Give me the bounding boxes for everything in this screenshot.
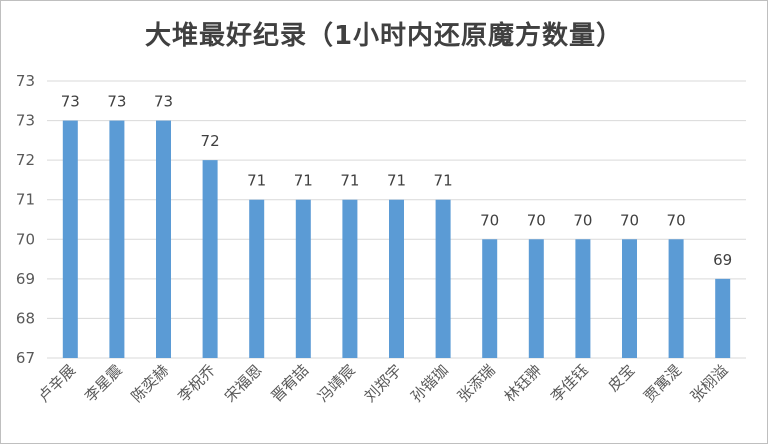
x-tick-label: 李星震 <box>81 361 126 406</box>
bar <box>295 199 311 358</box>
x-tick-label: 李柷乔 <box>174 361 219 406</box>
data-label: 73 <box>61 93 80 111</box>
x-tick-label: 皮宝 <box>604 361 638 395</box>
bar <box>109 120 125 358</box>
x-tick-label: 晋宥喆 <box>268 361 313 406</box>
x-tick-label: 冯靖宸 <box>314 361 359 406</box>
x-tick-label: 李佳钰 <box>547 361 592 406</box>
data-label: 72 <box>201 132 220 150</box>
bar <box>482 239 498 358</box>
data-label: 71 <box>294 172 313 190</box>
bar <box>342 199 358 358</box>
bar <box>389 199 404 358</box>
y-tick-label: 73 <box>16 112 35 130</box>
data-label: 70 <box>573 211 592 229</box>
y-tick-label: 67 <box>16 349 35 367</box>
bar <box>668 239 684 358</box>
bar <box>622 239 637 358</box>
data-label: 70 <box>527 211 546 229</box>
bar <box>575 239 591 358</box>
x-tick-label: 张栩溢 <box>687 361 732 406</box>
bar <box>249 199 265 358</box>
y-tick-label: 71 <box>16 191 35 209</box>
x-tick-label: 刘郑宇 <box>361 361 406 406</box>
data-label: 70 <box>480 211 499 229</box>
bar <box>156 120 171 358</box>
x-tick-label: 陈奕赫 <box>128 361 173 406</box>
y-tick-label: 73 <box>16 72 35 90</box>
bar <box>528 239 544 358</box>
y-tick-label: 70 <box>16 230 35 248</box>
data-label: 73 <box>107 93 126 111</box>
y-tick-label: 72 <box>16 151 35 169</box>
y-tick-label: 69 <box>16 270 35 288</box>
x-tick-label: 张添瑞 <box>454 361 499 406</box>
x-tick-label: 林钰翀 <box>501 361 546 406</box>
data-label: 73 <box>154 93 173 111</box>
bar <box>202 160 218 358</box>
y-tick-label: 68 <box>16 309 35 327</box>
bar <box>62 120 78 358</box>
x-tick-label: 卢辛展 <box>35 361 80 406</box>
x-tick-label: 宋福恩 <box>221 361 266 406</box>
data-label: 70 <box>667 211 686 229</box>
data-label: 71 <box>247 172 266 190</box>
bar <box>435 199 451 358</box>
data-label: 71 <box>387 172 406 190</box>
data-label: 71 <box>340 172 359 190</box>
data-label: 70 <box>620 211 639 229</box>
bar <box>715 278 731 358</box>
data-label: 71 <box>434 172 453 190</box>
x-tick-label: 贾寓湜 <box>640 361 685 406</box>
x-tick-label: 孙锴珈 <box>407 361 452 406</box>
data-label: 69 <box>713 251 732 269</box>
chart-title: 大堆最好纪录（1小时内还原魔方数量） <box>144 21 624 51</box>
